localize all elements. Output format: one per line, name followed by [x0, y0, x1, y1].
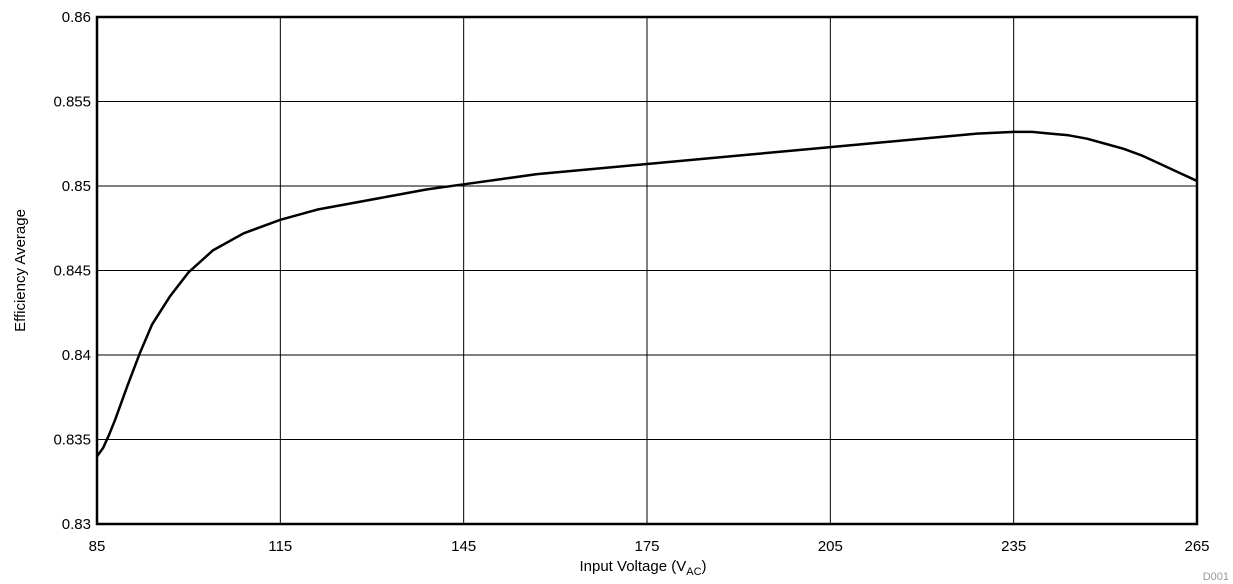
y-tick-label: 0.84	[62, 347, 91, 364]
efficiency-series-line	[95, 130, 1198, 458]
x-tick-label: 265	[1184, 538, 1209, 555]
x-tick-label: 235	[1001, 538, 1026, 555]
y-tick-label: 0.855	[53, 94, 91, 111]
x-tick-label: 85	[89, 538, 106, 555]
x-axis-label-subscript: AC	[686, 566, 701, 578]
figure-id: D001	[1203, 571, 1229, 583]
y-axis-label: Efficiency Average	[12, 209, 29, 332]
plot-area	[95, 130, 1198, 458]
x-axis-label-suffix: )	[702, 558, 707, 575]
y-tick-label: 0.83	[62, 516, 91, 533]
y-tick-label: 0.85	[62, 178, 91, 195]
grid-lines	[96, 16, 1198, 525]
x-tick-label: 205	[818, 538, 843, 555]
x-tick-label: 175	[634, 538, 659, 555]
y-tick-label: 0.86	[62, 9, 91, 26]
plot-frame	[95, 15, 1199, 526]
y-tick-label: 0.835	[53, 432, 91, 449]
x-tick-label: 115	[268, 538, 292, 555]
y-tick-label: 0.845	[53, 263, 91, 280]
y-tick-labels: 0.83 0.835 0.84 0.845 0.85 0.855 0.86	[53, 9, 91, 533]
x-axis-label: Input Voltage (VAC)	[579, 558, 706, 578]
x-tick-labels: 85 115 145 175 205 235 265	[89, 538, 1210, 555]
x-tick-label: 145	[451, 538, 476, 555]
x-axis-label-main: Input Voltage (V	[579, 558, 686, 575]
